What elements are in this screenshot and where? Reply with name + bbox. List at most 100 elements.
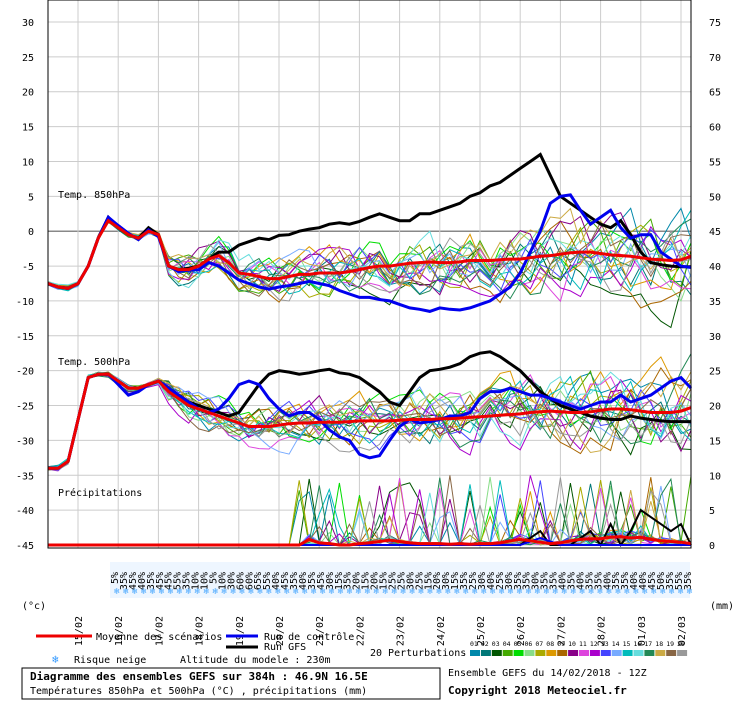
- x-date-label: 02/03: [677, 616, 688, 646]
- left-tick-label: 15: [22, 123, 34, 134]
- panel-label-t850: Temp. 850hPa: [58, 190, 130, 201]
- perturbation-legend-swatch: [677, 650, 688, 656]
- snow-risk-value: 35%: [522, 572, 533, 590]
- snow-risk-value: 40%: [271, 572, 282, 590]
- perturbation-legend-swatch: [579, 650, 589, 656]
- right-tick-label: 25: [709, 367, 721, 378]
- x-date-label: 17/02: [154, 616, 165, 646]
- snow-risk-value: 35%: [611, 572, 622, 590]
- x-date-label: 16/02: [114, 616, 125, 646]
- right-tick-label: 55: [709, 157, 721, 168]
- snow-risk-value: 45%: [164, 572, 175, 590]
- left-tick-label: 20: [22, 88, 34, 99]
- snowflake-icon: ❄: [195, 587, 201, 597]
- snow-risk-band: 5%❄35%❄45%❄40%❄35%❄45%❄45%❄55%❄35%❄10%❄1…: [110, 562, 694, 598]
- perturbation-legend-id: 02: [481, 640, 489, 648]
- right-tick-label: 30: [709, 332, 721, 343]
- right-tick-label: 20: [709, 402, 721, 413]
- snowflake-icon: ❄: [248, 587, 254, 597]
- snow-risk-value: 40%: [638, 572, 649, 590]
- snowflake-icon: ❄: [570, 587, 576, 597]
- snowflake-icon: ❄: [409, 587, 415, 597]
- snowflake-icon: ❄: [365, 587, 371, 597]
- snow-risk-value: 15%: [334, 572, 345, 590]
- x-date-label: 15/02: [74, 616, 85, 646]
- snowflake-icon: ❄: [204, 587, 210, 597]
- perturbation-legend-swatch: [524, 650, 535, 656]
- snow-risk-value: 35%: [593, 572, 604, 590]
- perturbation-line-18: [47, 371, 692, 469]
- x-date-label: 22/02: [355, 616, 366, 646]
- snow-band-background: [110, 562, 690, 598]
- snow-risk-value: 45%: [128, 572, 139, 590]
- snowflake-icon: ❄: [463, 587, 469, 597]
- snow-risk-value: 25%: [387, 572, 398, 590]
- snow-risk-value: 40%: [602, 572, 613, 590]
- snow-risk-value: 55%: [674, 572, 685, 590]
- snowflake-icon: ❄: [606, 587, 612, 597]
- legend: Moyenne des scénarios Run de contrôle Ru…: [36, 631, 688, 666]
- snow-risk-value: 20%: [370, 572, 381, 590]
- perturbation-legend-swatch: [470, 650, 480, 656]
- perturbation-legend-id: 13: [601, 640, 609, 648]
- snow-risk-value: 5%: [110, 572, 121, 584]
- perturbation-legend-swatch: [666, 650, 677, 656]
- snowflake-icon: ❄: [123, 587, 129, 597]
- snowflake-icon: ❄: [391, 587, 397, 597]
- snow-risk-value: 15%: [423, 572, 434, 590]
- snow-risk-value: 30%: [477, 572, 488, 590]
- snowflake-icon: ❄: [52, 653, 59, 666]
- main-series: [47, 152, 693, 547]
- snowflake-icon: ❄: [508, 587, 514, 597]
- legend-mean-label: Moyenne des scénarios: [96, 631, 222, 643]
- x-date-label: 18/02: [195, 616, 206, 646]
- right-tick-label: 5: [709, 506, 715, 517]
- x-date-label: 21/02: [315, 616, 326, 646]
- perturbation-legend-id: 18: [655, 640, 663, 648]
- snowflake-icon: ❄: [642, 587, 648, 597]
- perturbation-legend-id: 11: [579, 640, 587, 648]
- left-axis-unit: (°c): [22, 601, 46, 612]
- snowflake-icon: ❄: [221, 587, 227, 597]
- snowflake-icon: ❄: [669, 587, 675, 597]
- snowflake-icon: ❄: [284, 587, 290, 597]
- title-box: [21, 667, 441, 700]
- snowflake-icon: ❄: [535, 587, 541, 597]
- snowflake-icon: ❄: [499, 587, 505, 597]
- snow-risk-value: 40%: [558, 572, 569, 590]
- snowflake-icon: ❄: [186, 587, 192, 597]
- left-tick-label: -10: [16, 297, 34, 308]
- snowflake-icon: ❄: [239, 587, 245, 597]
- snowflake-icon: ❄: [445, 587, 451, 597]
- snow-risk-value: 35%: [683, 572, 694, 590]
- right-tick-label: 0: [709, 541, 715, 552]
- snowflake-icon: ❄: [159, 587, 165, 597]
- x-date-label: 24/02: [436, 616, 447, 646]
- snow-risk-value: 35%: [343, 572, 354, 590]
- snow-risk-value: 60%: [244, 572, 255, 590]
- perturbation-legend-swatch: [491, 650, 502, 656]
- snow-risk-value: 35%: [566, 572, 577, 590]
- snow-risk-value: 35%: [459, 572, 470, 590]
- snowflake-icon: ❄: [526, 587, 532, 597]
- snow-risk-value: 25%: [396, 572, 407, 590]
- snowflake-icon: ❄: [212, 587, 218, 597]
- legend-snow-label: Risque neige: [74, 655, 146, 666]
- chart-subtitle: Températures 850hPa et 500hPa (°C) , pré…: [30, 685, 367, 697]
- snowflake-icon: ❄: [687, 587, 693, 597]
- footer-copyright: Copyright 2018 Meteociel.fr: [448, 684, 627, 697]
- perturbation-legend-swatch: [622, 650, 633, 656]
- chart-title: Diagramme des ensembles GEFS sur 384h : …: [30, 670, 368, 683]
- plot-frame: [47, 0, 692, 549]
- left-tick-label: 25: [22, 53, 34, 64]
- t500-mean-line: [48, 372, 692, 470]
- snowflake-icon: ❄: [418, 587, 424, 597]
- left-tick-label: -45: [16, 541, 34, 552]
- left-tick-label: -20: [16, 367, 34, 378]
- snow-risk-value: 30%: [441, 572, 452, 590]
- snow-risk-value: 35%: [549, 572, 560, 590]
- perturbation-legend-swatch: [655, 650, 666, 656]
- snowflake-icon: ❄: [132, 587, 138, 597]
- perturbation-legend-id: 12: [590, 640, 598, 648]
